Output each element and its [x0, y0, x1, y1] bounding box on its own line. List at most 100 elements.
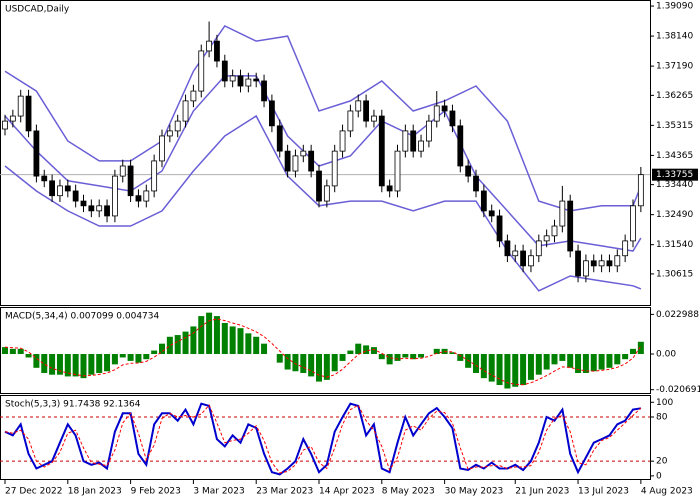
main-panel-frame [0, 0, 651, 306]
candle-body [25, 95, 32, 132]
candle-body [323, 185, 330, 202]
candle-body [496, 215, 503, 242]
macd-bar [151, 350, 158, 355]
y-tick-label: 1.33440 [656, 180, 693, 190]
macd-bar [261, 343, 268, 355]
candle-body [96, 205, 103, 212]
y-tick-label: 20 [656, 457, 668, 467]
candle-body [637, 174, 644, 207]
candle-body [80, 200, 87, 207]
candle-body [9, 115, 16, 122]
macd-bar [378, 354, 385, 360]
candle-body [72, 190, 79, 202]
candle-body [64, 185, 71, 192]
macd-bar [284, 354, 291, 370]
macd-bar [418, 354, 425, 358]
candle-body [425, 120, 432, 142]
candle-body [300, 150, 307, 157]
macd-bar [331, 354, 338, 372]
macd-bar [190, 326, 197, 355]
macd-bar [143, 354, 150, 360]
macd-bar [292, 354, 299, 372]
bollinger-band [4, 25, 642, 212]
macd-bar [206, 312, 213, 355]
macd-bar [637, 341, 644, 355]
candle-body [308, 150, 315, 172]
candle-body [206, 40, 213, 52]
candle-body [622, 240, 629, 257]
x-tick-label: 30 May 2023 [445, 487, 504, 497]
macd-bar [370, 347, 377, 355]
y-tick-label: 100 [656, 398, 673, 408]
candle-body [410, 130, 417, 152]
candle-body [512, 250, 519, 257]
candle-body [473, 175, 479, 192]
candle-body [378, 115, 385, 187]
candle-body [598, 260, 605, 267]
macd-bar [363, 345, 370, 355]
macd-panel-frame [0, 307, 651, 394]
macd-bar [567, 354, 574, 368]
candle-body [520, 250, 526, 267]
macd-bar [166, 336, 173, 355]
candle-body [104, 205, 110, 217]
macd-bar [535, 354, 542, 375]
candle-body [543, 235, 550, 242]
candle-body [17, 95, 24, 117]
macd-bar [174, 335, 181, 355]
candle-body [465, 165, 472, 177]
macd-bar [457, 354, 464, 361]
macd-bar [119, 354, 126, 358]
y-tick-label: 0.00 [656, 350, 676, 360]
macd-bar [213, 316, 220, 355]
candle-body [583, 260, 589, 277]
candle-body [551, 225, 558, 237]
candle-body [88, 205, 95, 212]
x-tick-label: 27 Dec 2022 [5, 487, 63, 497]
macd-bar [56, 354, 63, 375]
candle-body [567, 200, 574, 252]
macd-bar [433, 348, 440, 355]
candle-body [418, 140, 424, 152]
candle-body [292, 155, 299, 172]
y-tick-label: 1.34365 [656, 151, 693, 161]
x-tick-label: 21 Jun 2023 [515, 487, 569, 497]
candle-body [433, 105, 440, 122]
candle-body [237, 75, 244, 87]
y-tick-label: 1.31540 [656, 240, 693, 250]
candle-body [33, 130, 40, 177]
x-tick-label: 23 Mar 2023 [256, 487, 313, 497]
candle-body [276, 125, 283, 152]
macd-bar [9, 348, 16, 355]
candle-body [284, 150, 291, 172]
stoch-panel-frame [0, 395, 651, 480]
macd-bar [598, 354, 605, 370]
macd-bar [480, 354, 487, 379]
macd-bar [488, 354, 495, 382]
candle-body [441, 105, 448, 112]
macd-bar [111, 354, 118, 365]
y-tick-label: 1.37190 [656, 62, 693, 72]
candle-body [112, 175, 118, 217]
macd-bar [229, 326, 236, 355]
macd-bar [355, 343, 362, 355]
macd-bar [410, 354, 417, 360]
macd-bar [237, 328, 244, 355]
candle-body [2, 120, 8, 130]
candle-body [394, 150, 401, 192]
candle-body [159, 135, 165, 162]
macd-bar [614, 354, 621, 365]
x-tick-label: 3 Mar 2023 [193, 487, 244, 497]
macd-bar [559, 354, 566, 361]
macd-bar [316, 354, 322, 382]
macd-bar [543, 354, 550, 370]
candle-body [41, 175, 48, 182]
macd-bar [41, 354, 48, 373]
candle-body [504, 240, 511, 257]
candle-body [190, 90, 197, 102]
macd-bar [300, 354, 307, 373]
macd-bar [582, 354, 589, 373]
candle-body [182, 100, 189, 122]
candle-body [198, 50, 205, 92]
